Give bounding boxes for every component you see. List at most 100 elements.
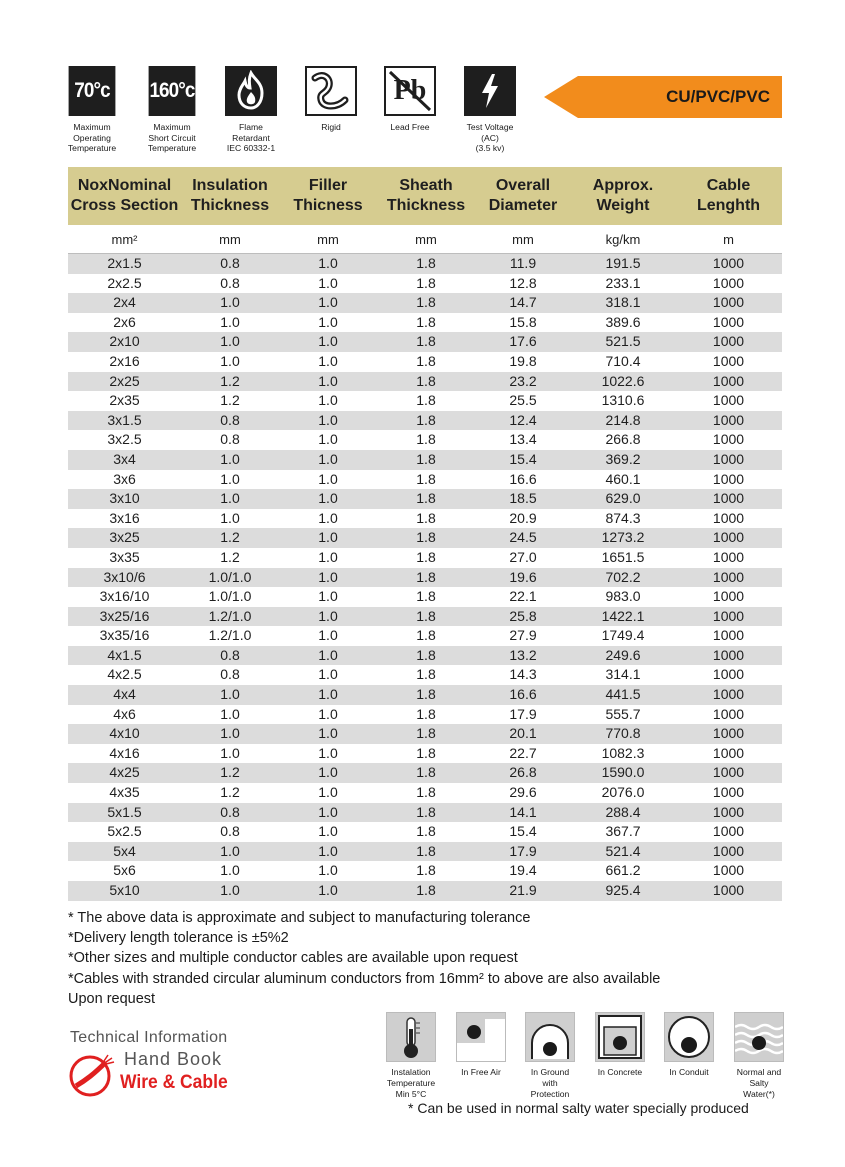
- table-cell: 1.0: [318, 627, 338, 644]
- table-cell: 15.4: [509, 823, 537, 840]
- table-cell: 1.8: [416, 470, 436, 487]
- table-row: 2x4 1.0 1.0 1.8 14.7 318.1 1000: [68, 293, 782, 313]
- table-cell: 27.9: [509, 627, 537, 644]
- table-row: 3x16/10 1.0/1.0 1.0 1.8 22.1 983.0 1000: [68, 587, 782, 607]
- table-row: 3x25 1.2 1.0 1.8 24.5 1273.2 1000: [68, 528, 782, 548]
- table-row: 5x6 1.0 1.0 1.8 19.4 661.2 1000: [68, 861, 782, 881]
- table-cell: 26.8: [509, 764, 537, 781]
- table-cell: 1.0/1.0: [208, 588, 252, 605]
- column-header: NoxNominal Cross Section: [70, 177, 179, 214]
- table-cell: 11.9: [509, 255, 537, 271]
- table-row: 5x1.5 0.8 1.0 1.8 14.1 288.4 1000: [68, 802, 782, 823]
- rigid: Rigid: [305, 66, 357, 133]
- table-cell: 3x4: [113, 450, 136, 467]
- table-cell: 1.0: [318, 862, 338, 879]
- lightning-icon: [464, 66, 516, 116]
- table-cell: 1.0: [318, 568, 338, 585]
- table-row: 4x25 1.2 1.0 1.8 26.8 1590.0 1000: [68, 763, 782, 784]
- table-cell: 2x35: [109, 392, 140, 409]
- table-cell: 1.8: [416, 352, 436, 369]
- table-cell: 1.8: [416, 392, 436, 409]
- table-cell: 1000: [712, 490, 745, 507]
- in-conduit-icon: [664, 1012, 714, 1062]
- table-cell: 233.1: [605, 274, 641, 291]
- table-cell: 1000: [712, 803, 745, 820]
- table-row: 2x25 1.2 1.0 1.8 23.2 1022.6 1000: [68, 371, 782, 392]
- table-cell: 2x25: [109, 372, 140, 389]
- table-cell: 3x16: [109, 509, 140, 526]
- note-line: Upon request: [68, 990, 156, 1007]
- table-cell: 13.4: [509, 431, 537, 448]
- table-cell: 702.2: [605, 568, 641, 585]
- table-row: 4x35 1.2 1.0 1.8 29.6 2076.0 1000: [68, 783, 782, 803]
- table-cell: 1.0: [318, 607, 338, 624]
- salty-water-icon: [734, 1012, 784, 1062]
- unit-label: kg/km: [605, 231, 641, 247]
- icon-caption: Instalation Temperature Min 5°C: [386, 1067, 436, 1099]
- table-cell: 521.5: [605, 333, 641, 350]
- table-cell: 1.0: [318, 744, 338, 761]
- table-cell: 318.1: [605, 294, 641, 311]
- table-cell: 249.6: [605, 646, 641, 663]
- table-cell: 4x1.5: [107, 646, 142, 663]
- table-row: 3x35/16 1.2/1.0 1.0 1.8 27.9 1749.4 1000: [68, 626, 782, 646]
- table-cell: 5x2.5: [107, 823, 142, 840]
- table-cell: 266.8: [605, 431, 641, 448]
- cable-logo-icon: [69, 1054, 115, 1097]
- note-line: *Other sizes and multiple conductor cabl…: [68, 950, 518, 967]
- table-cell: 1422.1: [601, 607, 645, 624]
- table-cell: 314.1: [605, 666, 641, 683]
- table-cell: 3x35/16: [99, 627, 150, 644]
- table-cell: 1.0: [318, 725, 338, 742]
- table-cell: 1.8: [416, 764, 436, 781]
- table-cell: 1000: [712, 666, 745, 683]
- table-cell: 1.2: [220, 529, 240, 546]
- table-cell: 1.0: [220, 705, 240, 722]
- table-cell: 1000: [712, 294, 745, 311]
- install-free-air: In Free Air: [456, 1012, 506, 1078]
- table-cell: 1.0: [318, 313, 338, 330]
- table-cell: 1.0/1.0: [208, 568, 252, 585]
- table-cell: 1.8: [416, 803, 436, 820]
- table-cell: 24.5: [509, 529, 537, 546]
- table-cell: 1.0: [220, 882, 240, 898]
- table-cell: 1.0: [318, 411, 338, 428]
- table-cell: 4x4: [113, 686, 136, 703]
- table-cell: 460.1: [605, 470, 641, 487]
- table-cell: 16.6: [509, 686, 537, 703]
- table-cell: 0.8: [220, 431, 240, 448]
- table-cell: 1000: [712, 744, 745, 761]
- flame-retardant: Flame Retardant IEC 60332-1: [225, 66, 277, 154]
- table-cell: 1.0: [220, 509, 240, 526]
- spec-table: NoxNominal Cross Section Insulation Thic…: [68, 167, 782, 901]
- spec-icon-row: 70°c Maximum Operating Temperature 160°c…: [66, 66, 786, 166]
- table-cell: 389.6: [605, 313, 641, 330]
- table-cell: 1.8: [416, 823, 436, 840]
- table-cell: 1.8: [416, 607, 436, 624]
- flame-icon: [225, 66, 277, 116]
- table-row: 3x25/16 1.2/1.0 1.0 1.8 25.8 1422.1 1000: [68, 606, 782, 627]
- table-cell: 710.4: [605, 352, 641, 369]
- column-header: Approx. Weight: [592, 177, 654, 214]
- table-cell: 1.2: [220, 372, 240, 389]
- column-header: Cable Lenghth: [696, 177, 761, 214]
- table-row: 2x1.5 0.8 1.0 1.8 11.9 191.5 1000: [68, 254, 782, 274]
- table-cell: 555.7: [605, 705, 641, 722]
- in-concrete-icon: [595, 1012, 645, 1062]
- table-cell: 1.2/1.0: [208, 627, 252, 644]
- table-cell: 1.0: [318, 784, 338, 801]
- table-cell: 1.8: [416, 568, 436, 585]
- table-cell: 1.8: [416, 725, 436, 742]
- table-cell: 14.3: [509, 666, 537, 683]
- table-cell: 0.8: [220, 803, 240, 820]
- table-cell: 12.4: [509, 411, 537, 428]
- unit-label: mm: [219, 231, 241, 247]
- table-cell: 1000: [712, 333, 745, 350]
- unit-label: mm²: [111, 231, 138, 247]
- table-cell: 1.2: [220, 784, 240, 801]
- table-cell: 1.0: [318, 490, 338, 507]
- table-cell: 1.8: [416, 529, 436, 546]
- rigid-cable-icon: [305, 66, 357, 116]
- table-cell: 1.8: [416, 666, 436, 683]
- table-cell: 4x35: [109, 784, 140, 801]
